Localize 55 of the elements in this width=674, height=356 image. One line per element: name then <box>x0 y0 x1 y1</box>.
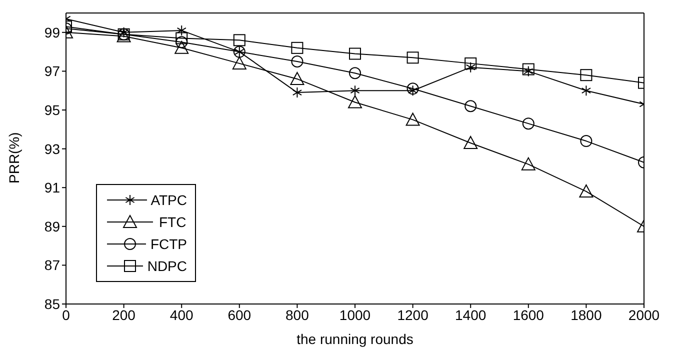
x-tick-label: 600 <box>228 306 252 323</box>
x-tick-label: 1600 <box>512 306 544 323</box>
y-tick-label: 95 <box>44 102 60 118</box>
point <box>349 48 361 60</box>
x-tick-label: 1200 <box>397 306 429 323</box>
y-tick-label: 89 <box>44 218 60 234</box>
point <box>524 66 534 77</box>
point <box>291 56 304 68</box>
x-tick-label: 2000 <box>628 306 660 323</box>
point <box>464 57 477 70</box>
point <box>290 72 304 85</box>
legend-label: FTC <box>159 214 186 230</box>
point <box>233 34 246 46</box>
point <box>408 85 418 96</box>
x-axis-title: the running rounds <box>296 331 414 347</box>
point <box>176 36 188 48</box>
point <box>176 24 186 36</box>
point <box>580 69 592 82</box>
legend-label: FCTP <box>150 236 187 252</box>
point <box>176 32 188 44</box>
point <box>466 62 476 73</box>
x-tick-label: 400 <box>170 306 194 323</box>
x-tick-label: 800 <box>286 306 310 323</box>
point <box>348 95 362 108</box>
y-tick-label: 93 <box>44 140 60 157</box>
point <box>464 136 478 149</box>
point <box>406 82 419 95</box>
point <box>522 118 534 130</box>
point <box>350 85 360 96</box>
y-tick-label: 91 <box>44 180 60 196</box>
x-tick-label: 1000 <box>339 306 371 323</box>
y-tick-label: 87 <box>44 257 60 274</box>
point <box>522 63 534 76</box>
point <box>581 85 591 96</box>
y-axis-title: PRR(%) <box>6 132 22 184</box>
point <box>232 56 246 70</box>
y-tick-label: 99 <box>44 24 60 40</box>
y-tick-label: 97 <box>44 63 60 80</box>
x-tick-label: 0 <box>62 306 70 323</box>
x-tick-label: 1800 <box>570 306 602 323</box>
point <box>580 135 592 148</box>
point <box>579 184 594 198</box>
point <box>406 112 420 126</box>
point <box>406 52 419 64</box>
legend-label: ATPC <box>150 192 187 208</box>
point <box>292 87 302 98</box>
point <box>291 42 304 54</box>
point <box>521 157 536 170</box>
x-tick-label: 1400 <box>455 306 486 323</box>
point <box>174 40 189 54</box>
legend-label: NDPC <box>147 258 187 274</box>
point <box>464 100 477 112</box>
y-tick-label: 85 <box>44 296 60 312</box>
x-tick-label: 200 <box>112 306 136 323</box>
point <box>349 67 361 80</box>
